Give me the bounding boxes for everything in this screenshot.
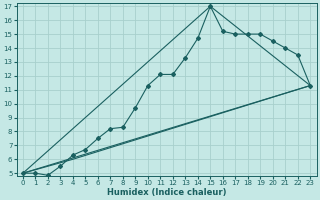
X-axis label: Humidex (Indice chaleur): Humidex (Indice chaleur)	[107, 188, 226, 197]
